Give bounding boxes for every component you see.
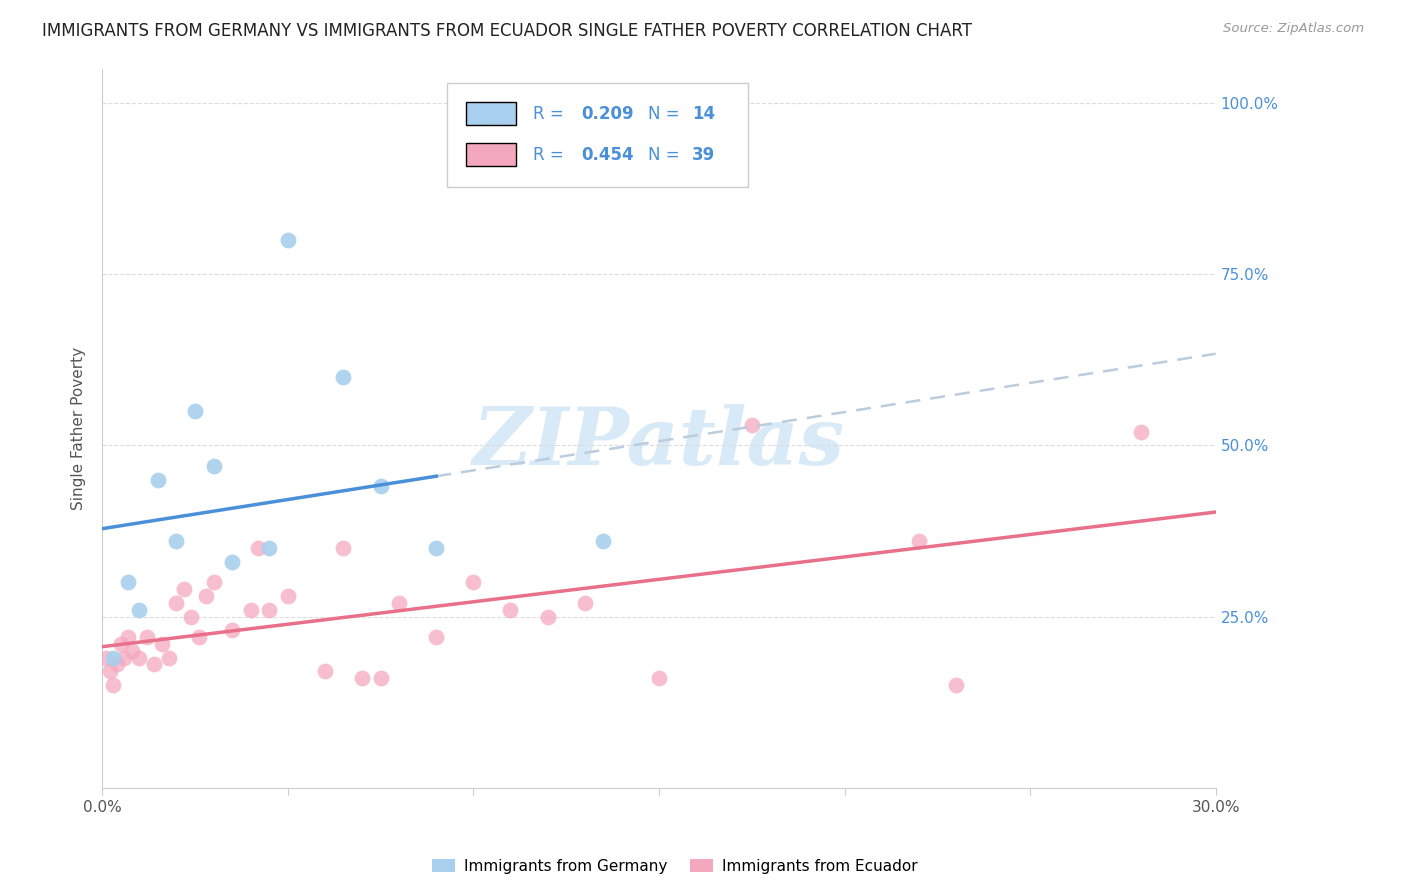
FancyBboxPatch shape	[447, 83, 748, 187]
Point	[592, 534, 614, 549]
Point	[1130, 425, 1153, 439]
Point	[165, 534, 187, 549]
Point	[195, 589, 218, 603]
Point	[98, 665, 121, 679]
Point	[143, 657, 166, 672]
Point	[114, 650, 136, 665]
Point	[117, 630, 139, 644]
Point	[247, 541, 270, 555]
Point	[157, 650, 180, 665]
Point	[180, 609, 202, 624]
Point	[314, 665, 336, 679]
Text: 0.209: 0.209	[581, 105, 634, 123]
Point	[117, 575, 139, 590]
Point	[221, 624, 243, 638]
Text: R =: R =	[533, 145, 569, 164]
Point	[907, 534, 929, 549]
Text: N =: N =	[648, 145, 685, 164]
Point	[425, 541, 447, 555]
Point	[648, 671, 671, 685]
Point	[221, 555, 243, 569]
Point	[239, 602, 262, 616]
Point	[257, 602, 280, 616]
Y-axis label: Single Father Poverty: Single Father Poverty	[72, 347, 86, 509]
Point	[173, 582, 195, 596]
Point	[332, 541, 354, 555]
Point	[277, 589, 299, 603]
Point	[110, 637, 132, 651]
Point	[277, 233, 299, 247]
Text: Source: ZipAtlas.com: Source: ZipAtlas.com	[1223, 22, 1364, 36]
Point	[146, 473, 169, 487]
FancyBboxPatch shape	[467, 144, 516, 166]
Point	[425, 630, 447, 644]
Text: R =: R =	[533, 105, 569, 123]
Point	[370, 479, 392, 493]
Point	[257, 541, 280, 555]
Text: N =: N =	[648, 105, 685, 123]
Point	[187, 630, 209, 644]
Legend: Immigrants from Germany, Immigrants from Ecuador: Immigrants from Germany, Immigrants from…	[426, 853, 924, 880]
Point	[945, 678, 967, 692]
Point	[499, 602, 522, 616]
Text: 39: 39	[692, 145, 716, 164]
Point	[463, 575, 485, 590]
Point	[135, 630, 157, 644]
Point	[103, 678, 125, 692]
Point	[370, 671, 392, 685]
FancyBboxPatch shape	[467, 103, 516, 126]
Point	[350, 671, 373, 685]
Text: 0.454: 0.454	[581, 145, 634, 164]
Text: 14: 14	[692, 105, 716, 123]
Point	[388, 596, 411, 610]
Point	[536, 609, 558, 624]
Point	[165, 596, 187, 610]
Point	[184, 404, 207, 418]
Point	[121, 644, 143, 658]
Point	[741, 417, 763, 432]
Point	[202, 458, 225, 473]
Point	[332, 369, 354, 384]
Point	[128, 650, 150, 665]
Point	[105, 657, 128, 672]
Text: ZIPatlas: ZIPatlas	[472, 404, 845, 482]
Point	[150, 637, 173, 651]
Point	[103, 650, 125, 665]
Point	[202, 575, 225, 590]
Text: IMMIGRANTS FROM GERMANY VS IMMIGRANTS FROM ECUADOR SINGLE FATHER POVERTY CORRELA: IMMIGRANTS FROM GERMANY VS IMMIGRANTS FR…	[42, 22, 972, 40]
Point	[574, 596, 596, 610]
Point	[128, 602, 150, 616]
Point	[94, 650, 117, 665]
